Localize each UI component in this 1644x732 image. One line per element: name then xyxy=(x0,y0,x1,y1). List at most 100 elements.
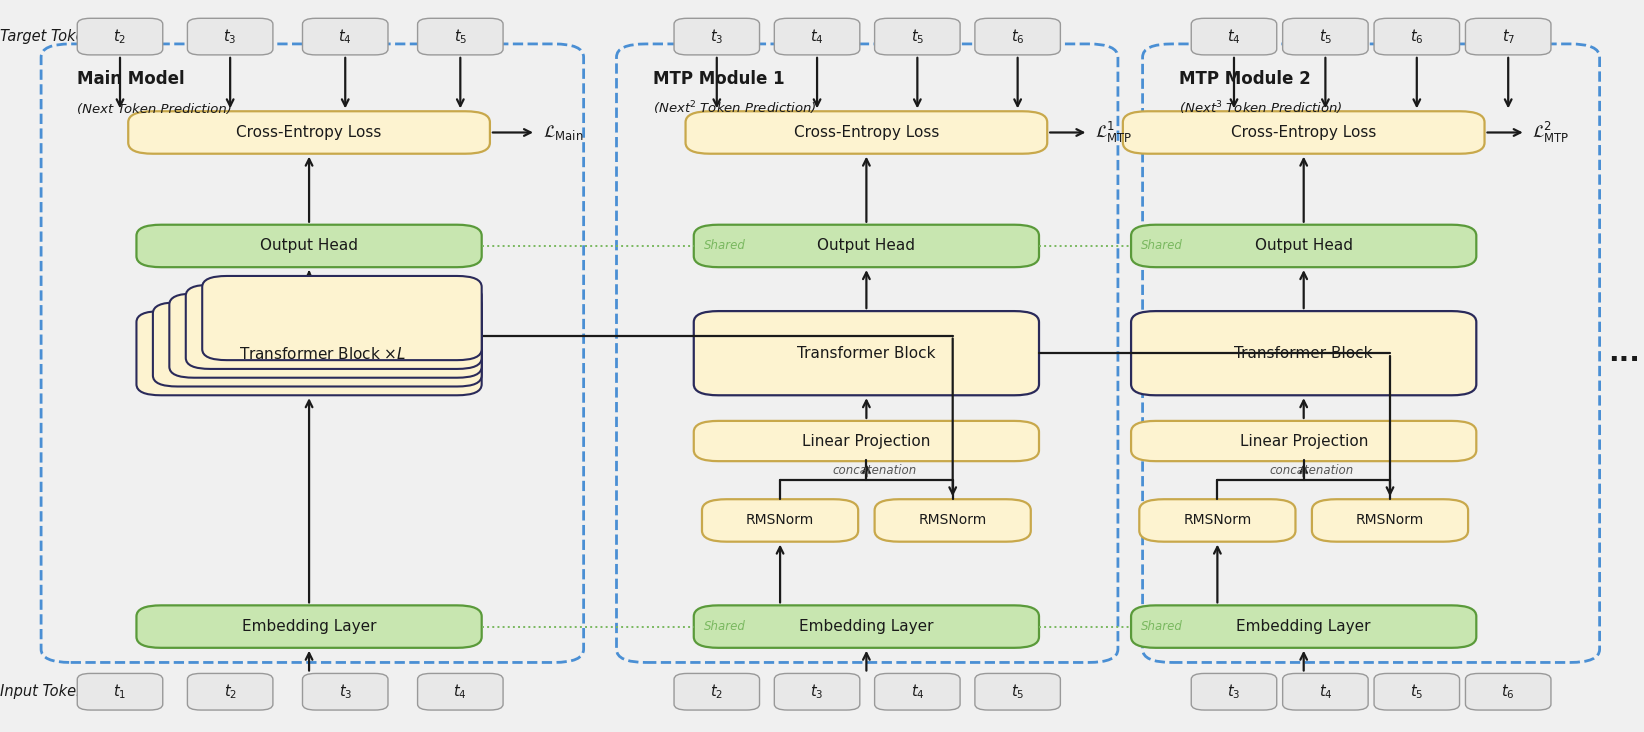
FancyBboxPatch shape xyxy=(136,311,482,395)
Text: $\mathcal{L}^{1}_{\rm{MTP}}$: $\mathcal{L}^{1}_{\rm{MTP}}$ xyxy=(1095,120,1133,145)
Text: Shared: Shared xyxy=(1141,239,1182,253)
FancyBboxPatch shape xyxy=(128,111,490,154)
Text: $t_7$: $t_7$ xyxy=(1501,27,1514,46)
Text: $t_4$: $t_4$ xyxy=(454,682,467,701)
Text: $\mathcal{L}^{2}_{\rm{MTP}}$: $\mathcal{L}^{2}_{\rm{MTP}}$ xyxy=(1532,120,1570,145)
Text: Shared: Shared xyxy=(704,620,745,633)
Text: $t_3$: $t_3$ xyxy=(710,27,723,46)
FancyBboxPatch shape xyxy=(302,673,388,710)
Text: $t_5$: $t_5$ xyxy=(1318,27,1332,46)
Text: Cross-Entropy Loss: Cross-Entropy Loss xyxy=(794,125,939,140)
FancyBboxPatch shape xyxy=(187,18,273,55)
Text: ...: ... xyxy=(1608,339,1641,367)
FancyBboxPatch shape xyxy=(702,499,858,542)
Text: Shared: Shared xyxy=(1141,620,1182,633)
Text: $t_5$: $t_5$ xyxy=(454,27,467,46)
Text: MTP Module 1: MTP Module 1 xyxy=(653,70,784,88)
FancyBboxPatch shape xyxy=(674,18,760,55)
FancyBboxPatch shape xyxy=(1139,499,1295,542)
FancyBboxPatch shape xyxy=(418,673,503,710)
Text: concatenation: concatenation xyxy=(832,464,917,477)
Text: RMSNorm: RMSNorm xyxy=(1356,513,1424,528)
FancyBboxPatch shape xyxy=(694,421,1039,461)
Text: (Next$^2$ Token Prediction): (Next$^2$ Token Prediction) xyxy=(653,100,817,117)
Text: $t_4$: $t_4$ xyxy=(1318,682,1332,701)
FancyBboxPatch shape xyxy=(418,18,503,55)
FancyBboxPatch shape xyxy=(136,605,482,648)
Text: RMSNorm: RMSNorm xyxy=(919,513,986,528)
FancyBboxPatch shape xyxy=(202,276,482,360)
FancyBboxPatch shape xyxy=(187,673,273,710)
FancyBboxPatch shape xyxy=(169,294,482,378)
Text: $t_5$: $t_5$ xyxy=(1011,682,1024,701)
Text: Transformer Block: Transformer Block xyxy=(797,346,935,361)
Text: $t_3$: $t_3$ xyxy=(339,682,352,701)
Text: $t_3$: $t_3$ xyxy=(224,27,237,46)
FancyBboxPatch shape xyxy=(774,673,860,710)
FancyBboxPatch shape xyxy=(302,18,388,55)
Text: MTP Module 2: MTP Module 2 xyxy=(1179,70,1310,88)
Text: $t_4$: $t_4$ xyxy=(911,682,924,701)
FancyBboxPatch shape xyxy=(1192,18,1277,55)
Text: (Next Token Prediction): (Next Token Prediction) xyxy=(77,103,232,116)
Text: RMSNorm: RMSNorm xyxy=(746,513,814,528)
FancyBboxPatch shape xyxy=(153,302,482,386)
FancyBboxPatch shape xyxy=(686,111,1047,154)
Text: Linear Projection: Linear Projection xyxy=(1240,433,1368,449)
Text: Embedding Layer: Embedding Layer xyxy=(799,619,934,634)
FancyBboxPatch shape xyxy=(875,499,1031,542)
Text: Output Head: Output Head xyxy=(1254,239,1353,253)
Text: $t_3$: $t_3$ xyxy=(810,682,824,701)
FancyBboxPatch shape xyxy=(694,311,1039,395)
FancyBboxPatch shape xyxy=(875,18,960,55)
FancyBboxPatch shape xyxy=(186,285,482,369)
FancyBboxPatch shape xyxy=(1282,673,1368,710)
Text: $t_6$: $t_6$ xyxy=(1411,27,1424,46)
Text: $\mathcal{L}_{\rm{Main}}$: $\mathcal{L}_{\rm{Main}}$ xyxy=(543,123,584,142)
Text: $t_2$: $t_2$ xyxy=(224,682,237,701)
Text: Embedding Layer: Embedding Layer xyxy=(1236,619,1371,634)
Text: Input Tokens: Input Tokens xyxy=(0,684,94,699)
FancyBboxPatch shape xyxy=(975,673,1060,710)
Text: Shared: Shared xyxy=(704,239,745,253)
Text: $t_5$: $t_5$ xyxy=(1411,682,1424,701)
Text: concatenation: concatenation xyxy=(1269,464,1355,477)
Text: (Next$^3$ Token Prediction): (Next$^3$ Token Prediction) xyxy=(1179,100,1343,117)
FancyBboxPatch shape xyxy=(1131,421,1476,461)
FancyBboxPatch shape xyxy=(1282,18,1368,55)
Text: $t_4$: $t_4$ xyxy=(339,27,352,46)
Text: Embedding Layer: Embedding Layer xyxy=(242,619,376,634)
FancyBboxPatch shape xyxy=(1374,673,1460,710)
FancyBboxPatch shape xyxy=(694,225,1039,267)
Text: $t_6$: $t_6$ xyxy=(1011,27,1024,46)
FancyBboxPatch shape xyxy=(77,18,163,55)
Text: Output Head: Output Head xyxy=(260,239,358,253)
Text: Linear Projection: Linear Projection xyxy=(802,433,931,449)
FancyBboxPatch shape xyxy=(1131,225,1476,267)
FancyBboxPatch shape xyxy=(1123,111,1485,154)
Text: $t_4$: $t_4$ xyxy=(1226,27,1241,46)
FancyBboxPatch shape xyxy=(1192,673,1277,710)
Text: Output Head: Output Head xyxy=(817,239,916,253)
Text: Target Tokens: Target Tokens xyxy=(0,29,102,44)
FancyBboxPatch shape xyxy=(1312,499,1468,542)
Text: Main Model: Main Model xyxy=(77,70,184,88)
FancyBboxPatch shape xyxy=(694,605,1039,648)
Text: $t_1$: $t_1$ xyxy=(113,682,127,701)
Text: $t_3$: $t_3$ xyxy=(1228,682,1241,701)
Text: $t_4$: $t_4$ xyxy=(810,27,824,46)
FancyBboxPatch shape xyxy=(1131,605,1476,648)
Text: Cross-Entropy Loss: Cross-Entropy Loss xyxy=(1231,125,1376,140)
FancyBboxPatch shape xyxy=(674,673,760,710)
Text: $t_5$: $t_5$ xyxy=(911,27,924,46)
Text: RMSNorm: RMSNorm xyxy=(1184,513,1251,528)
FancyBboxPatch shape xyxy=(1465,673,1550,710)
FancyBboxPatch shape xyxy=(1131,311,1476,395)
FancyBboxPatch shape xyxy=(1374,18,1460,55)
FancyBboxPatch shape xyxy=(774,18,860,55)
Text: Cross-Entropy Loss: Cross-Entropy Loss xyxy=(237,125,381,140)
FancyBboxPatch shape xyxy=(136,225,482,267)
FancyBboxPatch shape xyxy=(1465,18,1550,55)
FancyBboxPatch shape xyxy=(875,673,960,710)
Text: $t_2$: $t_2$ xyxy=(710,682,723,701)
